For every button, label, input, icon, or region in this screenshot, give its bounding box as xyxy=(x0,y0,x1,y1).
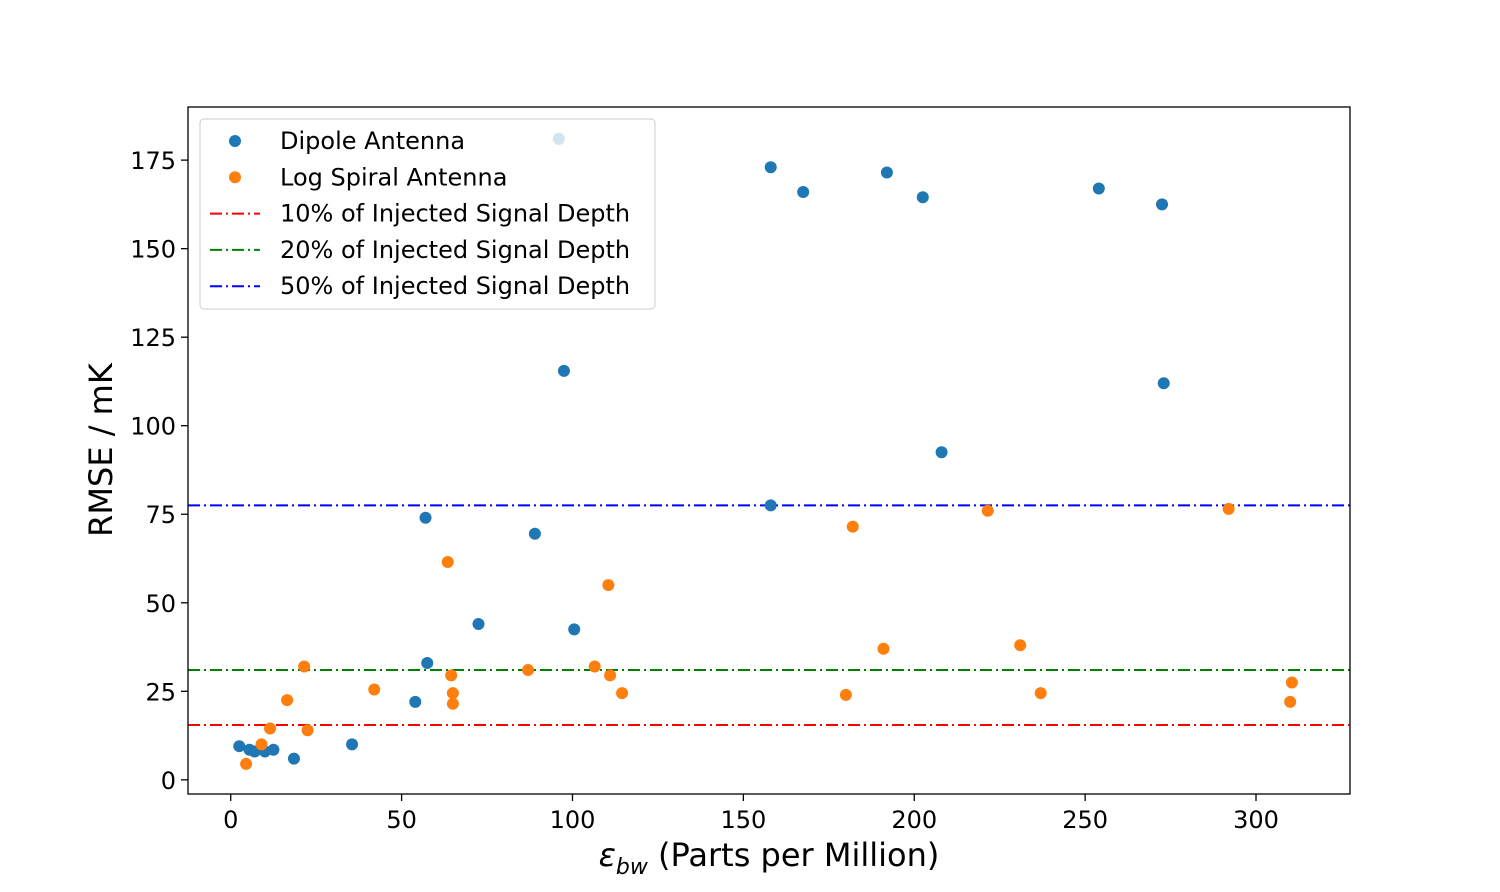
data-point xyxy=(916,191,929,204)
x-axis-label-text: (Parts per Million) xyxy=(648,836,940,874)
data-point xyxy=(419,511,432,524)
legend-label: 50% of Injected Signal Depth xyxy=(280,272,630,300)
x-tick-label: 250 xyxy=(1062,806,1108,834)
y-tick-label: 50 xyxy=(145,590,176,618)
data-point xyxy=(240,757,253,770)
data-point xyxy=(421,656,434,669)
data-point xyxy=(557,364,570,377)
data-point xyxy=(604,669,617,682)
x-axis-label-subscript: bw xyxy=(616,855,649,880)
data-point xyxy=(528,527,541,540)
x-tick-label: 100 xyxy=(550,806,596,834)
data-point xyxy=(446,687,459,700)
legend-frame xyxy=(199,118,656,310)
data-point xyxy=(445,669,458,682)
data-point xyxy=(1285,676,1298,689)
data-point xyxy=(281,694,294,707)
y-tick-label: 75 xyxy=(145,501,176,529)
y-tick-label: 25 xyxy=(145,678,176,706)
data-point xyxy=(764,161,777,174)
x-axis-label-symbol: ε xyxy=(599,836,616,874)
data-point xyxy=(1014,639,1027,652)
data-point xyxy=(441,556,454,569)
data-point xyxy=(880,166,893,179)
plot-frame xyxy=(187,106,1351,795)
series-2 xyxy=(240,502,1298,770)
y-tick-label: 175 xyxy=(130,147,176,175)
data-point xyxy=(301,724,314,737)
x-tick-label: 150 xyxy=(720,806,766,834)
x-axis: 0 50 100 150 200 250 300 xyxy=(223,794,1279,834)
y-tick-label: 100 xyxy=(130,413,176,441)
data-point xyxy=(877,642,890,655)
series-1 xyxy=(233,132,1170,765)
data-point xyxy=(267,743,280,756)
data-point xyxy=(616,687,629,700)
legend-label: 20% of Injected Signal Depth xyxy=(280,236,630,264)
data-point xyxy=(935,446,948,459)
data-point xyxy=(368,683,381,696)
data-point xyxy=(346,738,359,751)
y-axis: 0 25 50 75 100 125 150 175 xyxy=(130,147,188,795)
data-point xyxy=(764,499,777,512)
data-point xyxy=(409,695,422,708)
data-point xyxy=(981,504,994,517)
y-axis-label: RMSE / mK xyxy=(82,362,120,537)
data-point xyxy=(846,520,859,533)
data-point xyxy=(602,579,615,592)
data-point xyxy=(1222,502,1235,515)
data-point xyxy=(1157,377,1170,390)
legend-label: Dipole Antenna xyxy=(280,127,465,155)
data-point xyxy=(522,664,535,677)
data-point xyxy=(568,623,581,636)
plot-area xyxy=(188,132,1350,770)
x-tick-label: 50 xyxy=(386,806,417,834)
legend-label: Log Spiral Antenna xyxy=(280,163,507,191)
data-point xyxy=(1092,182,1105,195)
legend-marker xyxy=(229,135,241,147)
y-tick-label: 150 xyxy=(130,236,176,264)
x-tick-label: 200 xyxy=(891,806,937,834)
data-point xyxy=(839,688,852,701)
data-point xyxy=(797,185,810,198)
data-point xyxy=(255,738,268,751)
data-point xyxy=(264,722,277,735)
y-tick-label: 125 xyxy=(130,324,176,352)
data-point xyxy=(446,697,459,710)
data-point xyxy=(287,752,300,765)
legend-marker xyxy=(229,171,241,184)
data-point xyxy=(298,660,311,673)
data-point xyxy=(1156,198,1169,211)
x-tick-label: 300 xyxy=(1233,806,1279,834)
x-axis-label: εbw (Parts per Million) xyxy=(599,836,940,880)
x-tick-label: 0 xyxy=(223,806,238,834)
legend: Dipole Antenna Log Spiral Antenna 10% of I… xyxy=(199,118,656,310)
data-point xyxy=(1284,695,1297,708)
data-point xyxy=(1034,687,1047,700)
data-point xyxy=(472,618,485,631)
data-point xyxy=(588,660,601,673)
data-point xyxy=(233,740,246,753)
y-tick-label: 0 xyxy=(161,767,176,795)
legend-label: 10% of Injected Signal Depth xyxy=(280,200,630,228)
